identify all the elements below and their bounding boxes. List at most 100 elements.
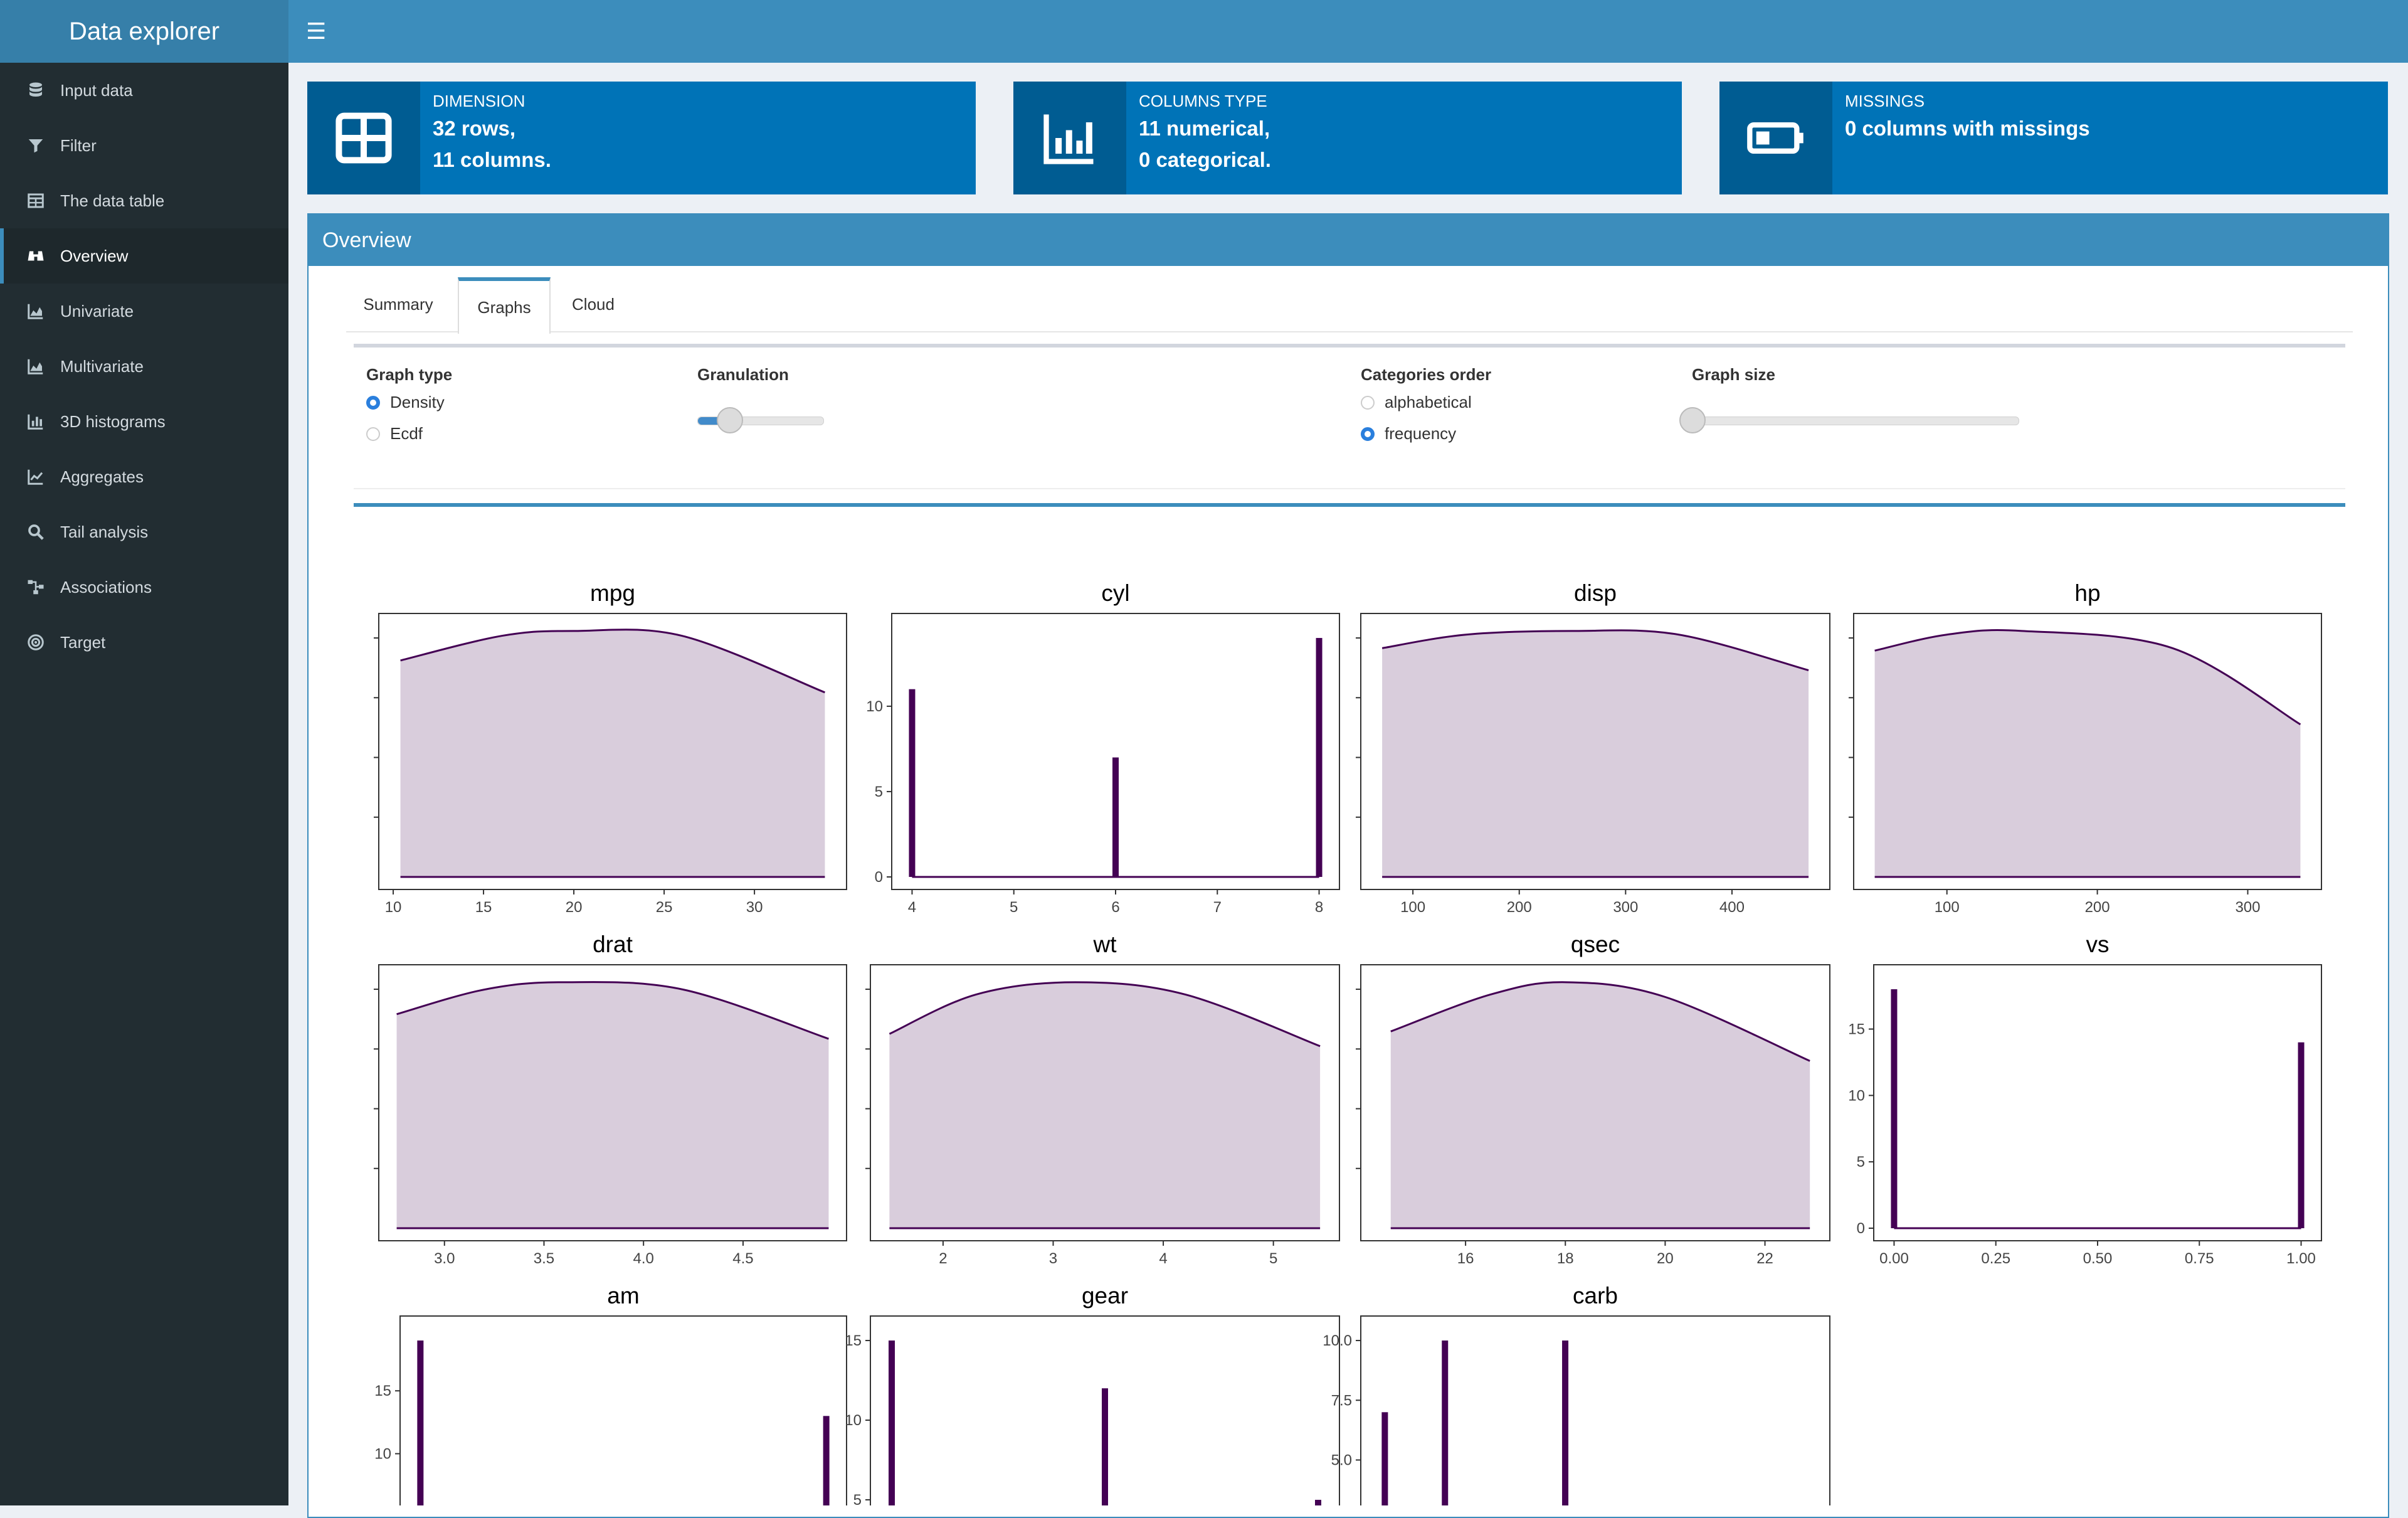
panel-title: Overview — [309, 215, 2388, 266]
infobox-columns-type: COLUMNS TYPE 11 numerical, 0 categorical. — [1013, 82, 1682, 194]
area-chart-icon — [26, 302, 45, 321]
sidebar-item-target[interactable]: Target — [0, 615, 288, 670]
sidebar-item-overview[interactable]: Overview — [0, 228, 288, 284]
sidebar-item-label: Target — [60, 632, 106, 652]
density-line — [889, 981, 1321, 1048]
radio-ecdf[interactable]: Ecdf — [366, 424, 423, 443]
x-tick-label: 4.5 — [732, 1250, 753, 1267]
bullseye-icon — [26, 633, 45, 652]
infobox-value: 32 rows, 11 columns. — [433, 113, 551, 176]
sidebar-item-label: Multivariate — [60, 356, 144, 376]
bar — [1112, 757, 1119, 877]
chart-wt: wt 2 3 4 5 — [865, 932, 1340, 1267]
chart-title: gear — [1082, 1283, 1128, 1308]
x-tick-label: 10 — [385, 899, 402, 916]
radio-label: frequency — [1385, 424, 1457, 443]
sidebar-item-3d-histograms[interactable]: 3D histograms — [0, 394, 288, 449]
bar-chart-icon — [1013, 82, 1126, 194]
tab-cloud[interactable]: Cloud — [572, 294, 615, 314]
x-tick-label: 200 — [2085, 899, 2110, 916]
tab-summary[interactable]: Summary — [363, 294, 433, 314]
y-tick-label: 7.5 — [1331, 1392, 1352, 1409]
chart-title: carb — [1573, 1283, 1618, 1308]
y-tick-label: 15 — [1848, 1021, 1865, 1038]
slider-handle[interactable] — [1679, 407, 1706, 433]
sidebar-item-label: The data table — [60, 191, 165, 210]
granulation-slider[interactable] — [697, 407, 824, 433]
categories-order-label: Categories order — [1361, 365, 1492, 384]
chart-title: vs — [2086, 932, 2110, 957]
chart-gear: gear 5 10 15 — [845, 1283, 1340, 1505]
x-tick-label: 5 — [1010, 899, 1018, 916]
chart-am: am 10 15 — [374, 1283, 847, 1505]
filter-icon — [26, 136, 45, 155]
menu-toggle-icon[interactable]: ☰ — [306, 18, 327, 44]
y-tick-label: 5 — [853, 1492, 862, 1505]
chart-cyl: cyl 0 5 10 4 5 6 7 8 — [866, 580, 1340, 916]
y-tick-label: 0 — [875, 869, 883, 886]
bar — [1316, 638, 1323, 877]
app-title: Data explorer — [0, 0, 288, 63]
granulation-label: Granulation — [697, 365, 789, 384]
x-tick-label: 300 — [2235, 899, 2260, 916]
radio-frequency[interactable]: frequency — [1361, 424, 1456, 443]
density-area — [396, 982, 829, 1228]
sidebar-item-tail-analysis[interactable]: Tail analysis — [0, 504, 288, 560]
radio-button[interactable] — [1361, 395, 1375, 410]
infobox-value-line: 0 columns with missings — [1845, 117, 2090, 140]
x-tick-label: 8 — [1315, 899, 1323, 916]
chart-vs: vs 0 5 10 15 0.00 0.25 0.50 0.75 1.00 — [1848, 932, 2322, 1267]
infobox-value: 11 numerical, 0 categorical. — [1139, 113, 1271, 176]
slider-handle[interactable] — [716, 407, 743, 433]
chart-carb: carb 5.0 7.5 10.0 — [1323, 1283, 1830, 1505]
chart-drat: drat 3.0 3.5 4.0 4.5 — [374, 932, 847, 1267]
sidebar-item-label: Input data — [60, 80, 133, 100]
radio-button[interactable] — [1361, 427, 1375, 441]
bar — [417, 1340, 424, 1505]
chart-title: mpg — [590, 580, 635, 606]
battery-icon — [1719, 82, 1832, 194]
bar — [1315, 1500, 1321, 1505]
sidebar-item-data-table[interactable]: The data table — [0, 173, 288, 228]
y-tick-label: 10 — [374, 1445, 391, 1462]
radio-density[interactable]: Density — [366, 393, 445, 412]
radio-button[interactable] — [366, 395, 380, 410]
x-tick-label: 20 — [1657, 1250, 1674, 1267]
x-tick-label: 0.00 — [1879, 1250, 1909, 1267]
y-tick-label: 5 — [875, 783, 883, 800]
x-tick-label: 300 — [1613, 899, 1638, 916]
graph-size-slider[interactable] — [1679, 407, 2019, 433]
density-line — [1390, 981, 1810, 1062]
sidebar-item-filter[interactable]: Filter — [0, 118, 288, 173]
x-tick-label: 1.00 — [2286, 1250, 2316, 1267]
graph-type-label: Graph type — [366, 365, 453, 384]
chart-title: disp — [1574, 580, 1617, 606]
graph-size-label: Graph size — [1692, 365, 1775, 384]
radio-alphabetical[interactable]: alphabetical — [1361, 393, 1472, 412]
area-chart-icon — [26, 357, 45, 376]
radio-button[interactable] — [366, 427, 380, 441]
sidebar-item-univariate[interactable]: Univariate — [0, 284, 288, 339]
bar — [1891, 989, 1898, 1228]
tab-graphs[interactable]: Graphs — [458, 277, 551, 334]
chart-mpg: mpg 10 15 20 25 30 — [374, 580, 847, 916]
infobox-dimension: DIMENSION 32 rows, 11 columns. — [307, 82, 976, 194]
chart-title: hp — [2074, 580, 2100, 606]
x-tick-label: 3.0 — [434, 1250, 455, 1267]
chart-qsec: qsec 16 18 20 22 — [1356, 932, 1830, 1267]
infobox-value-line: 32 rows, — [433, 117, 516, 140]
sidebar-item-aggregates[interactable]: Aggregates — [0, 449, 288, 504]
x-tick-label: 0.50 — [2083, 1250, 2113, 1267]
x-tick-label: 0.75 — [2185, 1250, 2214, 1267]
bar — [889, 1340, 895, 1505]
sidebar-item-associations[interactable]: Associations — [0, 560, 288, 615]
sidebar-item-input-data[interactable]: Input data — [0, 63, 288, 118]
x-tick-label: 22 — [1756, 1250, 1773, 1267]
x-tick-label: 6 — [1111, 899, 1119, 916]
chart-disp: disp 100 200 300 400 — [1356, 580, 1830, 916]
density-area — [1382, 630, 1809, 877]
bar — [1562, 1340, 1569, 1505]
sidebar-item-multivariate[interactable]: Multivariate — [0, 339, 288, 394]
density-area — [400, 629, 825, 877]
x-tick-label: 15 — [475, 899, 492, 916]
